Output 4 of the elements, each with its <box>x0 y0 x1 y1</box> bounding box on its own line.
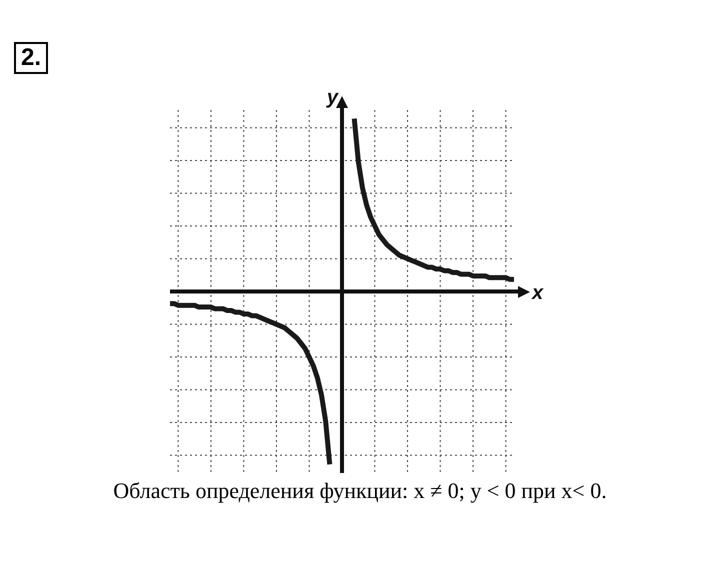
x-axis-title: x <box>531 282 544 304</box>
y-axis-title: y <box>326 86 339 109</box>
chart-title: 2. <box>14 42 48 74</box>
text: Область определения функции: x ≠ 0; y < 0 при x< 0. <box>112 478 608 504</box>
